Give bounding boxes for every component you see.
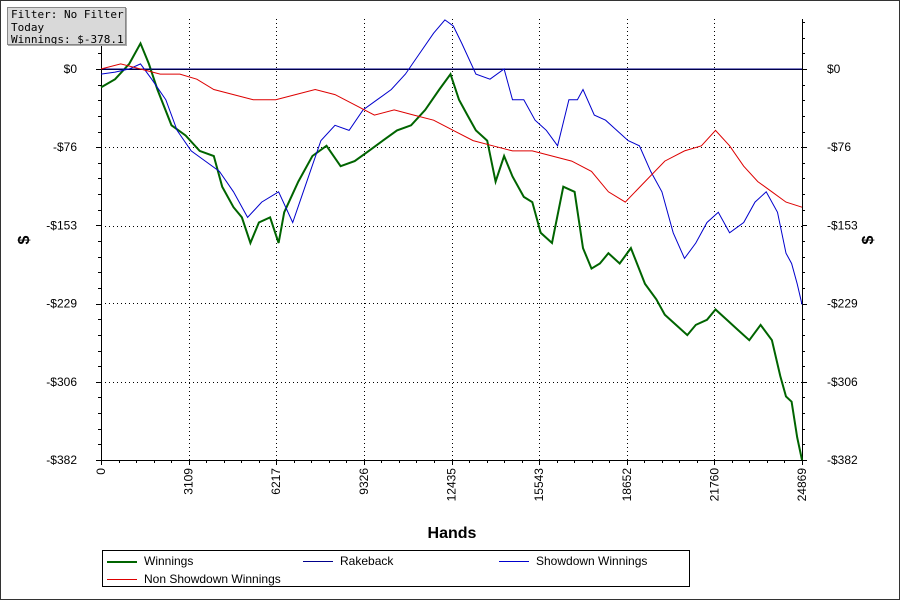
x-tick-label: 12435 bbox=[445, 468, 459, 502]
legend-label-non-showdown-winnings: Non Showdown Winnings bbox=[144, 572, 281, 586]
y-tick-label-right: -$306 bbox=[827, 375, 858, 389]
y-tick-label-left: -$382 bbox=[46, 453, 77, 467]
tick-labels: $0 $0 -$76 -$76 -$153 -$153 -$229 -$229 -$306 -$3… bbox=[46, 62, 858, 501]
series-line-showdown-winnings bbox=[100, 19, 803, 305]
x-tick-label: 24869 bbox=[795, 468, 809, 502]
y-tick-label-right: $0 bbox=[827, 62, 841, 76]
winnings-summary-text: Winnings: $-378.11 bbox=[11, 33, 126, 45]
y-tick-label-right: -$229 bbox=[827, 296, 858, 310]
legend-label-winnings: Winnings bbox=[144, 554, 194, 568]
legend-item-non-showdown-winnings: Non Showdown Winnings bbox=[103, 571, 353, 587]
y-tick-label-left: $0 bbox=[64, 62, 78, 76]
filter-info-box: Filter: No Filter Today Winnings: $-378.… bbox=[7, 7, 126, 45]
legend-label-rakeback: Rakeback bbox=[340, 554, 394, 568]
y-tick-label-left: -$76 bbox=[53, 140, 77, 154]
x-tick-label: 15543 bbox=[532, 468, 546, 502]
y-tick-label-left: -$153 bbox=[46, 219, 77, 233]
axes bbox=[96, 19, 807, 465]
series-lines bbox=[100, 19, 803, 461]
legend-item-showdown-winnings: Showdown Winnings bbox=[495, 553, 685, 569]
y-tick-label-right: -$76 bbox=[827, 140, 851, 154]
legend-label-showdown-winnings: Showdown Winnings bbox=[536, 554, 648, 568]
x-tick-label: 9326 bbox=[357, 468, 371, 495]
x-tick-label: 6217 bbox=[269, 468, 283, 495]
legend-swatch-rakeback bbox=[303, 561, 333, 562]
y-axis-title-left: $ bbox=[16, 235, 33, 244]
filter-text: Filter: No Filter bbox=[11, 8, 124, 21]
series-line-non-showdown-winnings bbox=[100, 63, 803, 208]
period-text: Today bbox=[11, 20, 45, 34]
x-tick-label: 0 bbox=[94, 468, 108, 475]
y-axis-title-right: $ bbox=[860, 235, 877, 244]
legend-item-rakeback: Rakeback bbox=[299, 553, 489, 569]
x-tick-label: 3109 bbox=[182, 468, 196, 495]
legend-item-winnings: Winnings bbox=[103, 553, 293, 569]
x-tick-label: 18652 bbox=[620, 468, 634, 502]
y-tick-label-left: -$306 bbox=[46, 375, 77, 389]
chart-legend: Winnings Rakeback Showdown Winnings Non … bbox=[102, 550, 690, 587]
series-line-winnings bbox=[100, 41, 803, 461]
y-tick-label-right: -$153 bbox=[827, 219, 858, 233]
legend-swatch-non-showdown-winnings bbox=[107, 579, 137, 580]
legend-swatch-showdown-winnings bbox=[499, 561, 529, 562]
legend-swatch-winnings bbox=[107, 561, 137, 563]
y-tick-label-left: -$229 bbox=[46, 296, 77, 310]
x-tick-label: 21760 bbox=[707, 468, 721, 502]
y-tick-label-right: -$382 bbox=[827, 453, 858, 467]
x-axis-title: Hands bbox=[428, 525, 477, 542]
